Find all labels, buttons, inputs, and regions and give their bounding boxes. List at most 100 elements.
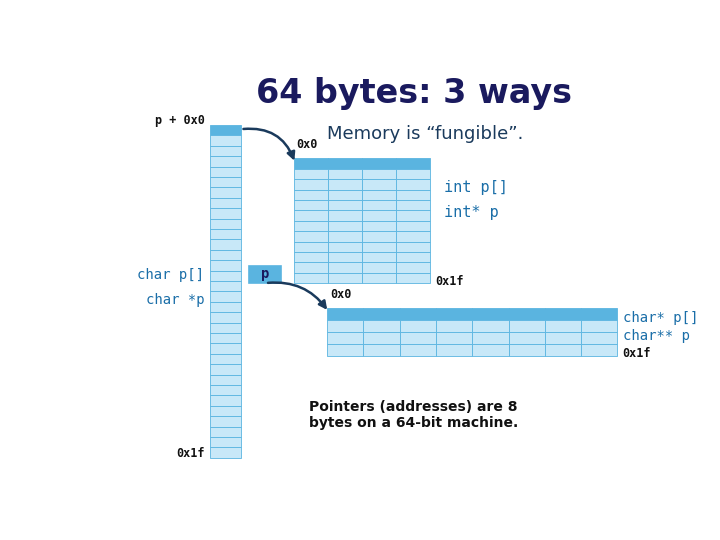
- Bar: [364, 332, 400, 344]
- Bar: [327, 344, 364, 356]
- Bar: [327, 320, 364, 332]
- Text: 0x1f: 0x1f: [435, 274, 464, 287]
- Bar: [249, 266, 282, 283]
- Bar: [400, 320, 436, 332]
- Bar: [210, 198, 240, 208]
- Bar: [328, 158, 362, 168]
- Bar: [210, 447, 240, 458]
- Bar: [210, 229, 240, 239]
- Text: Pointers (addresses) are 8
bytes on a 64-bit machine.: Pointers (addresses) are 8 bytes on a 64…: [309, 400, 518, 430]
- Bar: [396, 211, 431, 221]
- Bar: [210, 406, 240, 416]
- Bar: [362, 179, 396, 190]
- Bar: [210, 250, 240, 260]
- Bar: [396, 241, 431, 252]
- Bar: [362, 241, 396, 252]
- Text: char** p: char** p: [623, 329, 690, 343]
- Bar: [508, 344, 545, 356]
- Bar: [436, 344, 472, 356]
- Bar: [210, 187, 240, 198]
- Bar: [472, 308, 508, 320]
- Bar: [210, 395, 240, 406]
- Bar: [362, 231, 396, 241]
- Bar: [472, 344, 508, 356]
- Bar: [472, 320, 508, 332]
- Bar: [210, 271, 240, 281]
- Bar: [328, 231, 362, 241]
- Bar: [581, 320, 617, 332]
- Bar: [210, 125, 240, 136]
- Bar: [362, 158, 396, 168]
- Bar: [362, 190, 396, 200]
- Bar: [294, 211, 328, 221]
- Bar: [545, 308, 581, 320]
- Bar: [328, 211, 362, 221]
- Bar: [545, 332, 581, 344]
- Bar: [210, 292, 240, 302]
- Bar: [327, 332, 364, 344]
- Bar: [396, 200, 431, 210]
- Bar: [294, 190, 328, 200]
- Bar: [581, 308, 617, 320]
- Bar: [294, 158, 328, 168]
- Bar: [210, 416, 240, 427]
- Bar: [294, 241, 328, 252]
- Bar: [328, 190, 362, 200]
- Bar: [210, 146, 240, 156]
- Bar: [362, 252, 396, 262]
- Bar: [396, 252, 431, 262]
- Bar: [436, 320, 472, 332]
- Bar: [327, 308, 364, 320]
- Bar: [364, 320, 400, 332]
- Bar: [364, 344, 400, 356]
- Text: char *p: char *p: [145, 293, 204, 307]
- Bar: [328, 241, 362, 252]
- Bar: [294, 168, 328, 179]
- Bar: [210, 302, 240, 312]
- Bar: [545, 320, 581, 332]
- Bar: [210, 239, 240, 250]
- Bar: [210, 375, 240, 385]
- Bar: [210, 219, 240, 229]
- Bar: [396, 168, 431, 179]
- Bar: [210, 177, 240, 187]
- Bar: [210, 156, 240, 167]
- Text: 0x1f: 0x1f: [622, 347, 650, 360]
- Bar: [508, 332, 545, 344]
- Bar: [210, 364, 240, 375]
- Bar: [362, 200, 396, 210]
- Text: 64 bytes: 3 ways: 64 bytes: 3 ways: [256, 77, 572, 110]
- Bar: [400, 332, 436, 344]
- Bar: [294, 252, 328, 262]
- Bar: [210, 437, 240, 447]
- Text: int* p: int* p: [444, 205, 499, 220]
- Bar: [362, 221, 396, 231]
- Bar: [362, 262, 396, 273]
- Bar: [210, 167, 240, 177]
- Bar: [362, 211, 396, 221]
- Bar: [210, 343, 240, 354]
- Bar: [210, 312, 240, 322]
- Text: p + 0x0: p + 0x0: [155, 113, 204, 126]
- Bar: [472, 332, 508, 344]
- Bar: [508, 320, 545, 332]
- Bar: [396, 221, 431, 231]
- Bar: [210, 322, 240, 333]
- Bar: [328, 179, 362, 190]
- Bar: [294, 231, 328, 241]
- Bar: [362, 273, 396, 283]
- Bar: [210, 281, 240, 292]
- Bar: [396, 158, 431, 168]
- Bar: [328, 221, 362, 231]
- Bar: [400, 308, 436, 320]
- Bar: [328, 200, 362, 210]
- Bar: [396, 231, 431, 241]
- Bar: [328, 262, 362, 273]
- Bar: [581, 332, 617, 344]
- Bar: [210, 136, 240, 146]
- Bar: [508, 308, 545, 320]
- Bar: [396, 273, 431, 283]
- Bar: [396, 262, 431, 273]
- Text: char* p[]: char* p[]: [623, 312, 698, 326]
- Bar: [364, 308, 400, 320]
